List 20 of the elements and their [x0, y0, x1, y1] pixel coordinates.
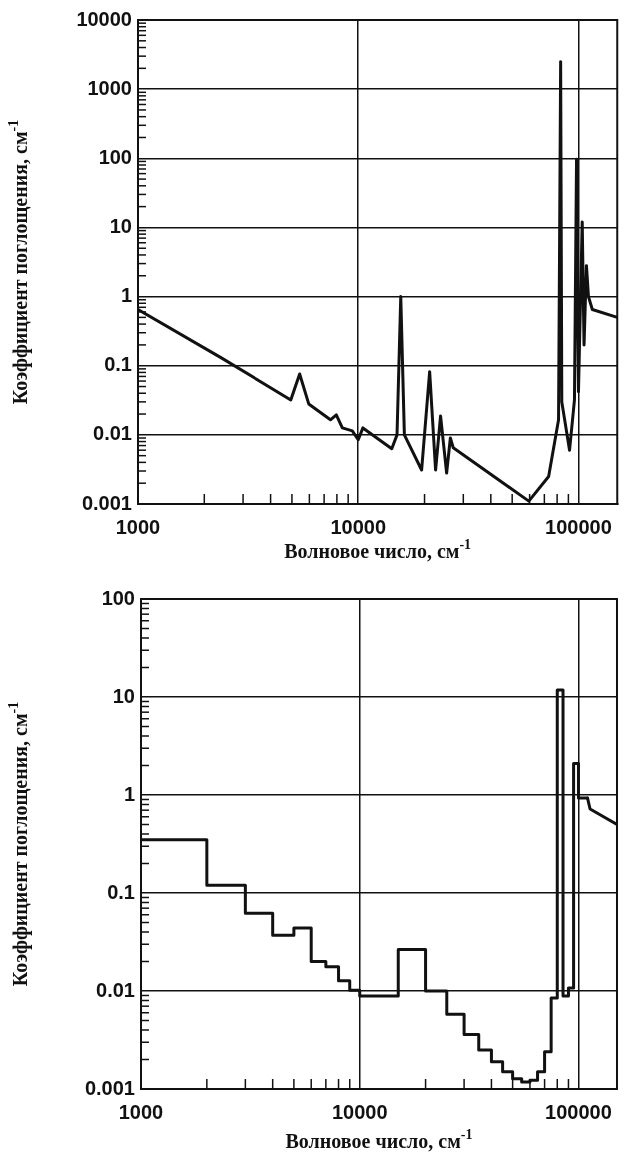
- y-tick-label: 0.001: [81, 491, 132, 514]
- y-tick-label: 100: [101, 586, 135, 609]
- y-tick-label: 0.01: [93, 422, 132, 445]
- x-tick-label: 100000: [545, 1100, 612, 1123]
- y-tick-label: 10000: [76, 7, 132, 30]
- y-tick-label: 1: [120, 284, 132, 307]
- y-tick-label: 0.01: [96, 978, 135, 1001]
- y-tick-label: 100: [98, 145, 132, 168]
- y-tick-label: 10: [109, 214, 132, 237]
- y-tick-label: 1: [123, 782, 135, 805]
- x-tick-label: 100000: [545, 515, 612, 538]
- x-tick-label: 10000: [331, 1100, 388, 1123]
- y-tick-label: 0.1: [107, 880, 135, 903]
- y-tick-label: 0.1: [104, 353, 132, 376]
- y-axis-title: Коэффициент поглощения, см-1: [5, 701, 33, 987]
- y-tick-label: 10: [112, 684, 135, 707]
- y-tick-label: 0.001: [84, 1076, 135, 1099]
- x-tick-label: 10000: [330, 515, 387, 538]
- y-axis-title: Коэффициент поглощения, см-1: [5, 119, 33, 405]
- y-tick-label: 1000: [87, 76, 132, 99]
